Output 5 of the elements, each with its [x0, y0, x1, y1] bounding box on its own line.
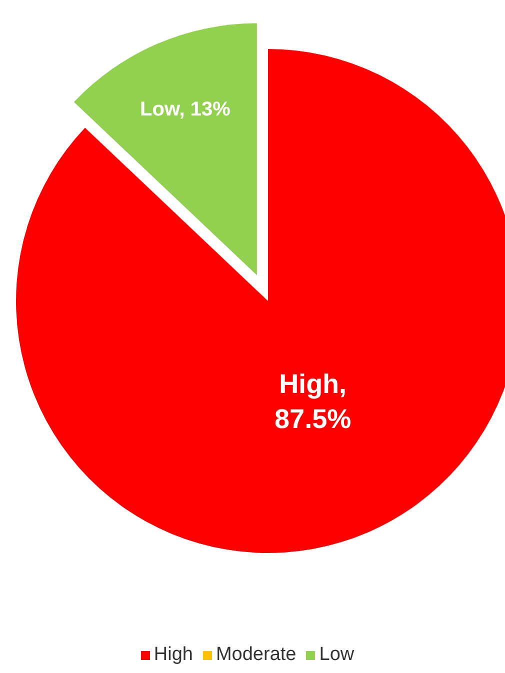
- legend-label: High: [154, 644, 193, 665]
- data-label: Low, 13%: [140, 98, 231, 121]
- legend-label: Moderate: [216, 644, 296, 665]
- legend-label: Low: [319, 644, 354, 665]
- data-label: High, 87.5%: [274, 369, 352, 434]
